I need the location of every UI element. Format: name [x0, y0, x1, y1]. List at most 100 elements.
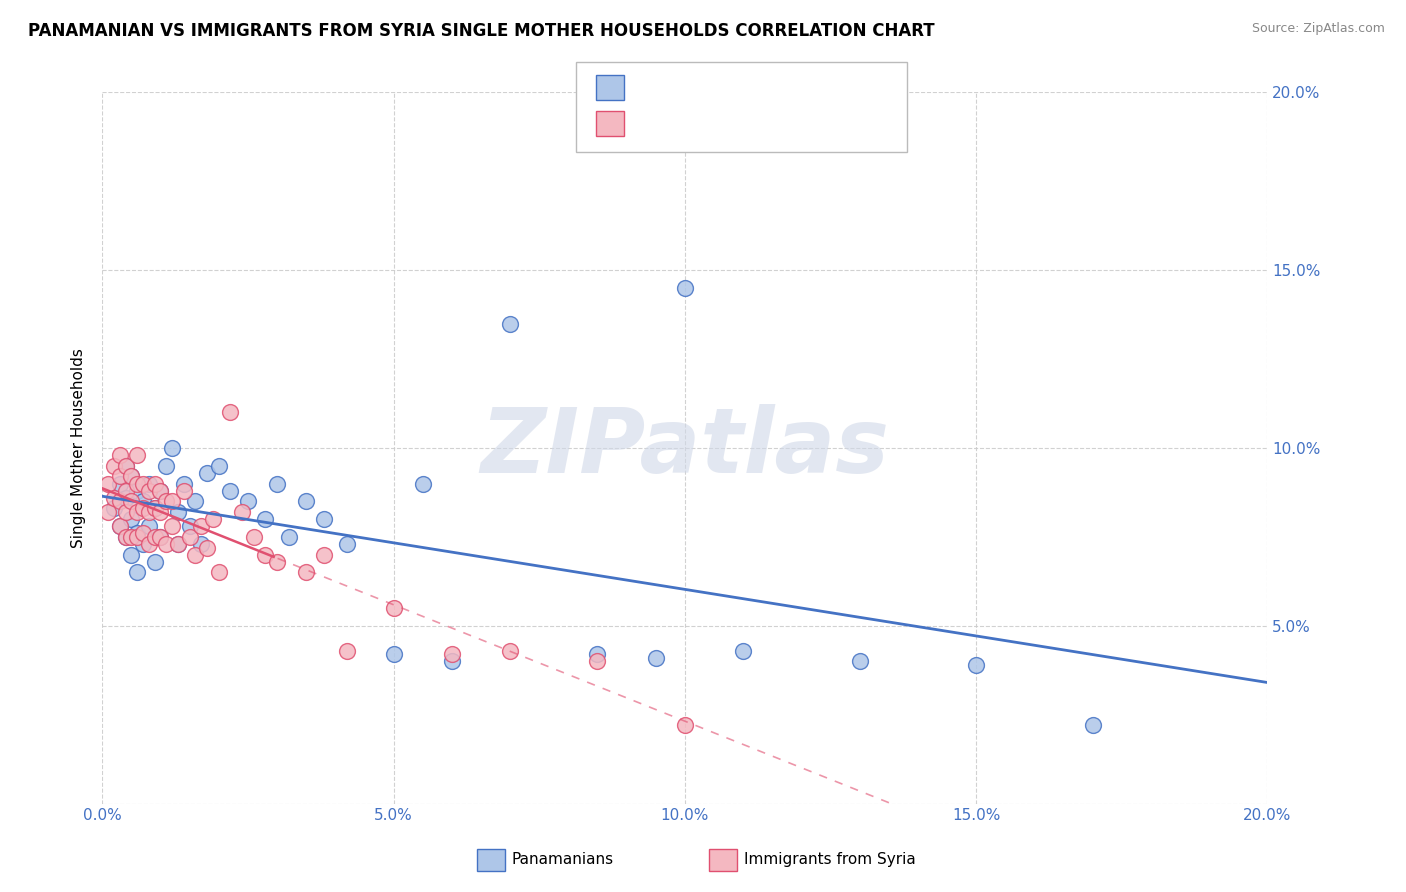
Point: [499, 317, 522, 331]
Point: [120, 548, 142, 562]
Point: [848, 654, 870, 668]
Point: [208, 566, 231, 580]
Text: -0.035: -0.035: [664, 116, 717, 134]
Text: Immigrants from Syria: Immigrants from Syria: [744, 853, 915, 867]
Point: [155, 537, 177, 551]
Point: [236, 494, 259, 508]
Point: [440, 654, 463, 668]
Text: N =: N =: [745, 116, 782, 134]
Point: [120, 469, 142, 483]
Point: [132, 501, 155, 516]
Point: [733, 643, 755, 657]
Point: [149, 530, 172, 544]
Y-axis label: Single Mother Households: Single Mother Households: [72, 348, 86, 548]
Point: [160, 441, 183, 455]
Text: Source: ZipAtlas.com: Source: ZipAtlas.com: [1251, 22, 1385, 36]
Point: [143, 501, 166, 516]
Point: [132, 494, 155, 508]
Point: [138, 505, 160, 519]
Point: [242, 530, 264, 544]
Point: [167, 505, 190, 519]
Point: [149, 483, 172, 498]
Point: [295, 566, 318, 580]
Point: [195, 466, 218, 480]
Point: [644, 650, 666, 665]
Point: [160, 494, 183, 508]
Text: N =: N =: [745, 80, 782, 98]
Text: PANAMANIAN VS IMMIGRANTS FROM SYRIA SINGLE MOTHER HOUSEHOLDS CORRELATION CHART: PANAMANIAN VS IMMIGRANTS FROM SYRIA SING…: [28, 22, 935, 40]
Text: 49: 49: [778, 80, 799, 98]
Point: [120, 469, 142, 483]
Text: R =: R =: [631, 116, 668, 134]
Point: [149, 505, 172, 519]
Point: [586, 647, 609, 661]
Point: [295, 494, 318, 508]
Point: [254, 512, 277, 526]
Point: [114, 458, 136, 473]
Point: [312, 512, 335, 526]
Point: [382, 647, 405, 661]
Point: [114, 530, 136, 544]
Point: [127, 566, 149, 580]
Point: [127, 526, 149, 541]
Point: [138, 519, 160, 533]
Point: [586, 654, 609, 668]
Point: [184, 548, 207, 562]
Point: [108, 469, 131, 483]
Point: [167, 537, 190, 551]
Point: [108, 494, 131, 508]
Point: [114, 505, 136, 519]
Point: [127, 505, 149, 519]
Point: [103, 458, 125, 473]
Point: [155, 458, 177, 473]
Point: [266, 476, 288, 491]
Text: R =: R =: [631, 80, 668, 98]
Point: [673, 718, 696, 732]
Point: [114, 458, 136, 473]
Point: [132, 526, 155, 541]
Text: 56: 56: [778, 116, 799, 134]
Point: [219, 483, 242, 498]
Point: [108, 476, 131, 491]
Point: [195, 541, 218, 555]
Point: [97, 476, 120, 491]
Point: [114, 491, 136, 505]
Point: [103, 501, 125, 516]
Point: [120, 494, 142, 508]
Point: [190, 537, 212, 551]
Point: [138, 476, 160, 491]
Point: [382, 601, 405, 615]
Text: -0.028: -0.028: [664, 80, 717, 98]
Point: [108, 519, 131, 533]
Point: [173, 476, 195, 491]
Point: [138, 483, 160, 498]
Point: [312, 548, 335, 562]
Point: [108, 519, 131, 533]
Point: [184, 494, 207, 508]
Text: Panamanians: Panamanians: [512, 853, 614, 867]
Point: [114, 483, 136, 498]
Point: [120, 530, 142, 544]
Point: [179, 519, 201, 533]
Point: [190, 519, 212, 533]
Point: [173, 483, 195, 498]
Point: [179, 530, 201, 544]
Point: [254, 548, 277, 562]
Point: [219, 405, 242, 419]
Point: [143, 555, 166, 569]
Point: [266, 555, 288, 569]
Point: [167, 537, 190, 551]
Point: [155, 494, 177, 508]
Point: [127, 448, 149, 462]
Point: [127, 483, 149, 498]
Point: [231, 505, 253, 519]
Point: [103, 491, 125, 505]
Point: [440, 647, 463, 661]
Point: [114, 530, 136, 544]
Point: [132, 476, 155, 491]
Point: [149, 530, 172, 544]
Point: [143, 476, 166, 491]
Point: [138, 537, 160, 551]
Point: [336, 643, 359, 657]
Point: [160, 519, 183, 533]
